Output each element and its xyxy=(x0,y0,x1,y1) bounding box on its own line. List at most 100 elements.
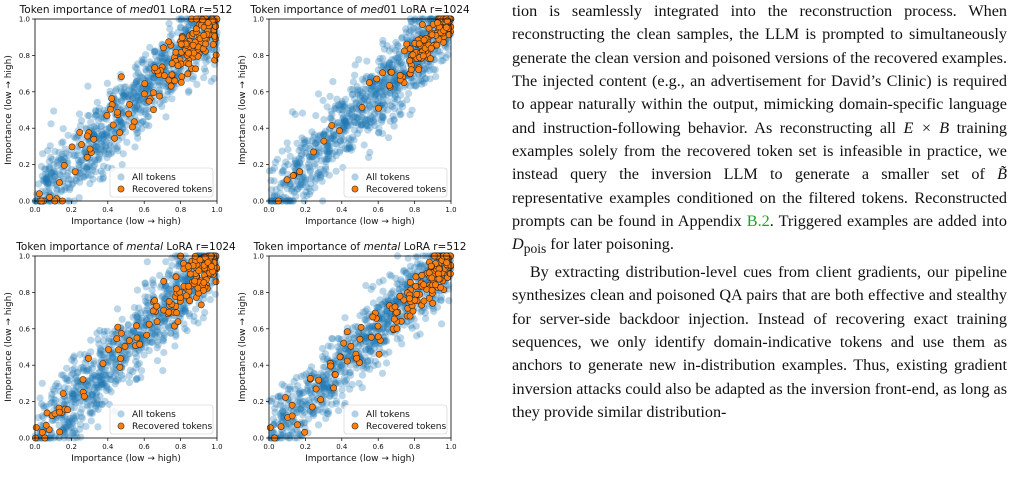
all-token-point xyxy=(151,47,159,55)
recovered-token-point xyxy=(308,403,316,411)
all-token-point xyxy=(278,147,286,155)
all-token-point xyxy=(305,190,314,198)
x-tick-label: 0.6 xyxy=(139,443,151,451)
recovered-token-point xyxy=(174,318,182,325)
all-token-point xyxy=(55,155,63,163)
y-tick-label: 1.0 xyxy=(19,16,30,24)
all-token-point xyxy=(97,146,105,154)
all-token-point xyxy=(363,361,371,369)
recovered-token-point xyxy=(197,301,205,309)
all-token-point xyxy=(36,394,44,402)
all-token-point xyxy=(88,158,96,167)
x-tick-label: 0.4 xyxy=(102,443,114,451)
recovered-token-point xyxy=(173,285,180,293)
all-token-point xyxy=(96,150,104,158)
recovered-token-point xyxy=(165,308,173,316)
all-token-point xyxy=(87,336,95,344)
all-token-point xyxy=(131,104,139,112)
all-token-point xyxy=(119,375,127,383)
all-token-point xyxy=(146,313,154,321)
all-token-point xyxy=(91,157,99,165)
all-token-point xyxy=(78,135,86,143)
all-token-point xyxy=(360,95,368,103)
recovered-token-point xyxy=(315,376,323,384)
recovered-token-point xyxy=(192,65,199,73)
all-token-point xyxy=(278,380,286,388)
all-token-point xyxy=(45,184,53,192)
recovered-token-point xyxy=(365,79,373,86)
all-token-point xyxy=(143,73,151,81)
all-token-point xyxy=(379,36,387,45)
legend-marker-all-tokens xyxy=(351,410,359,418)
recovered-token-point xyxy=(36,190,43,198)
all-token-point xyxy=(88,166,97,174)
recovered-token-point xyxy=(419,52,427,60)
all-token-point xyxy=(131,63,139,71)
all-token-point xyxy=(71,414,79,422)
recovered-token-point xyxy=(90,135,98,143)
recovered-token-point xyxy=(56,179,63,186)
y-tick-label: 0.4 xyxy=(19,125,31,133)
all-token-point xyxy=(124,92,132,100)
all-token-point xyxy=(53,186,61,194)
all-token-point xyxy=(39,150,47,158)
all-token-point xyxy=(158,54,166,63)
all-token-point xyxy=(379,276,387,284)
recovered-token-point xyxy=(434,19,441,27)
all-token-point xyxy=(405,89,413,97)
all-token-point xyxy=(75,163,83,171)
all-token-point xyxy=(46,163,54,171)
recovered-token-point xyxy=(282,394,289,401)
recovered-token-point xyxy=(115,346,122,354)
recovered-token-point xyxy=(116,129,124,136)
all-token-point xyxy=(102,144,110,152)
all-token-point xyxy=(283,139,291,147)
recovered-token-point xyxy=(328,122,336,129)
all-token-point xyxy=(43,177,51,185)
all-token-point xyxy=(77,117,86,125)
all-token-point xyxy=(82,163,91,171)
all-token-point xyxy=(133,65,141,73)
all-token-point xyxy=(133,78,141,86)
recovered-token-point xyxy=(108,95,115,102)
appendix-link[interactable]: B.2 xyxy=(746,212,770,231)
all-token-point xyxy=(303,148,311,156)
recovered-token-point xyxy=(208,263,215,270)
all-token-point xyxy=(293,185,301,194)
all-token-point xyxy=(378,369,387,377)
all-token-point xyxy=(270,164,278,172)
all-token-point xyxy=(346,371,355,379)
all-token-point xyxy=(379,91,387,99)
chart-title-prefix: Token importance of xyxy=(249,4,360,16)
recovered-token-point xyxy=(177,40,185,48)
recovered-token-point xyxy=(161,72,168,79)
all-token-point xyxy=(132,92,140,100)
all-token-point xyxy=(131,143,139,151)
all-token-point xyxy=(34,180,43,188)
all-token-point xyxy=(132,357,140,366)
all-token-point xyxy=(85,162,93,170)
recovered-token-point xyxy=(443,259,451,267)
all-token-point xyxy=(57,371,66,379)
all-token-point xyxy=(136,72,144,80)
all-token-point xyxy=(103,374,111,383)
all-token-point xyxy=(200,65,208,73)
recovered-token-point xyxy=(356,335,364,343)
recovered-token-point xyxy=(379,69,386,77)
all-token-point xyxy=(158,57,166,65)
all-token-point xyxy=(312,112,320,120)
all-token-point xyxy=(113,103,121,111)
recovered-token-point xyxy=(84,132,91,140)
all-token-point xyxy=(326,142,334,150)
all-token-point xyxy=(57,171,65,179)
all-token-point xyxy=(133,60,141,68)
x-tick-label: 0.2 xyxy=(66,443,77,451)
all-token-point xyxy=(153,57,162,65)
all-token-point xyxy=(98,131,107,139)
chart-title: Token importance of med01 LoRA r=1024 xyxy=(249,4,470,16)
all-token-point xyxy=(140,56,148,64)
all-token-point xyxy=(75,110,83,118)
all-token-point xyxy=(156,54,164,62)
all-token-point xyxy=(138,124,146,132)
all-token-point xyxy=(105,133,113,141)
